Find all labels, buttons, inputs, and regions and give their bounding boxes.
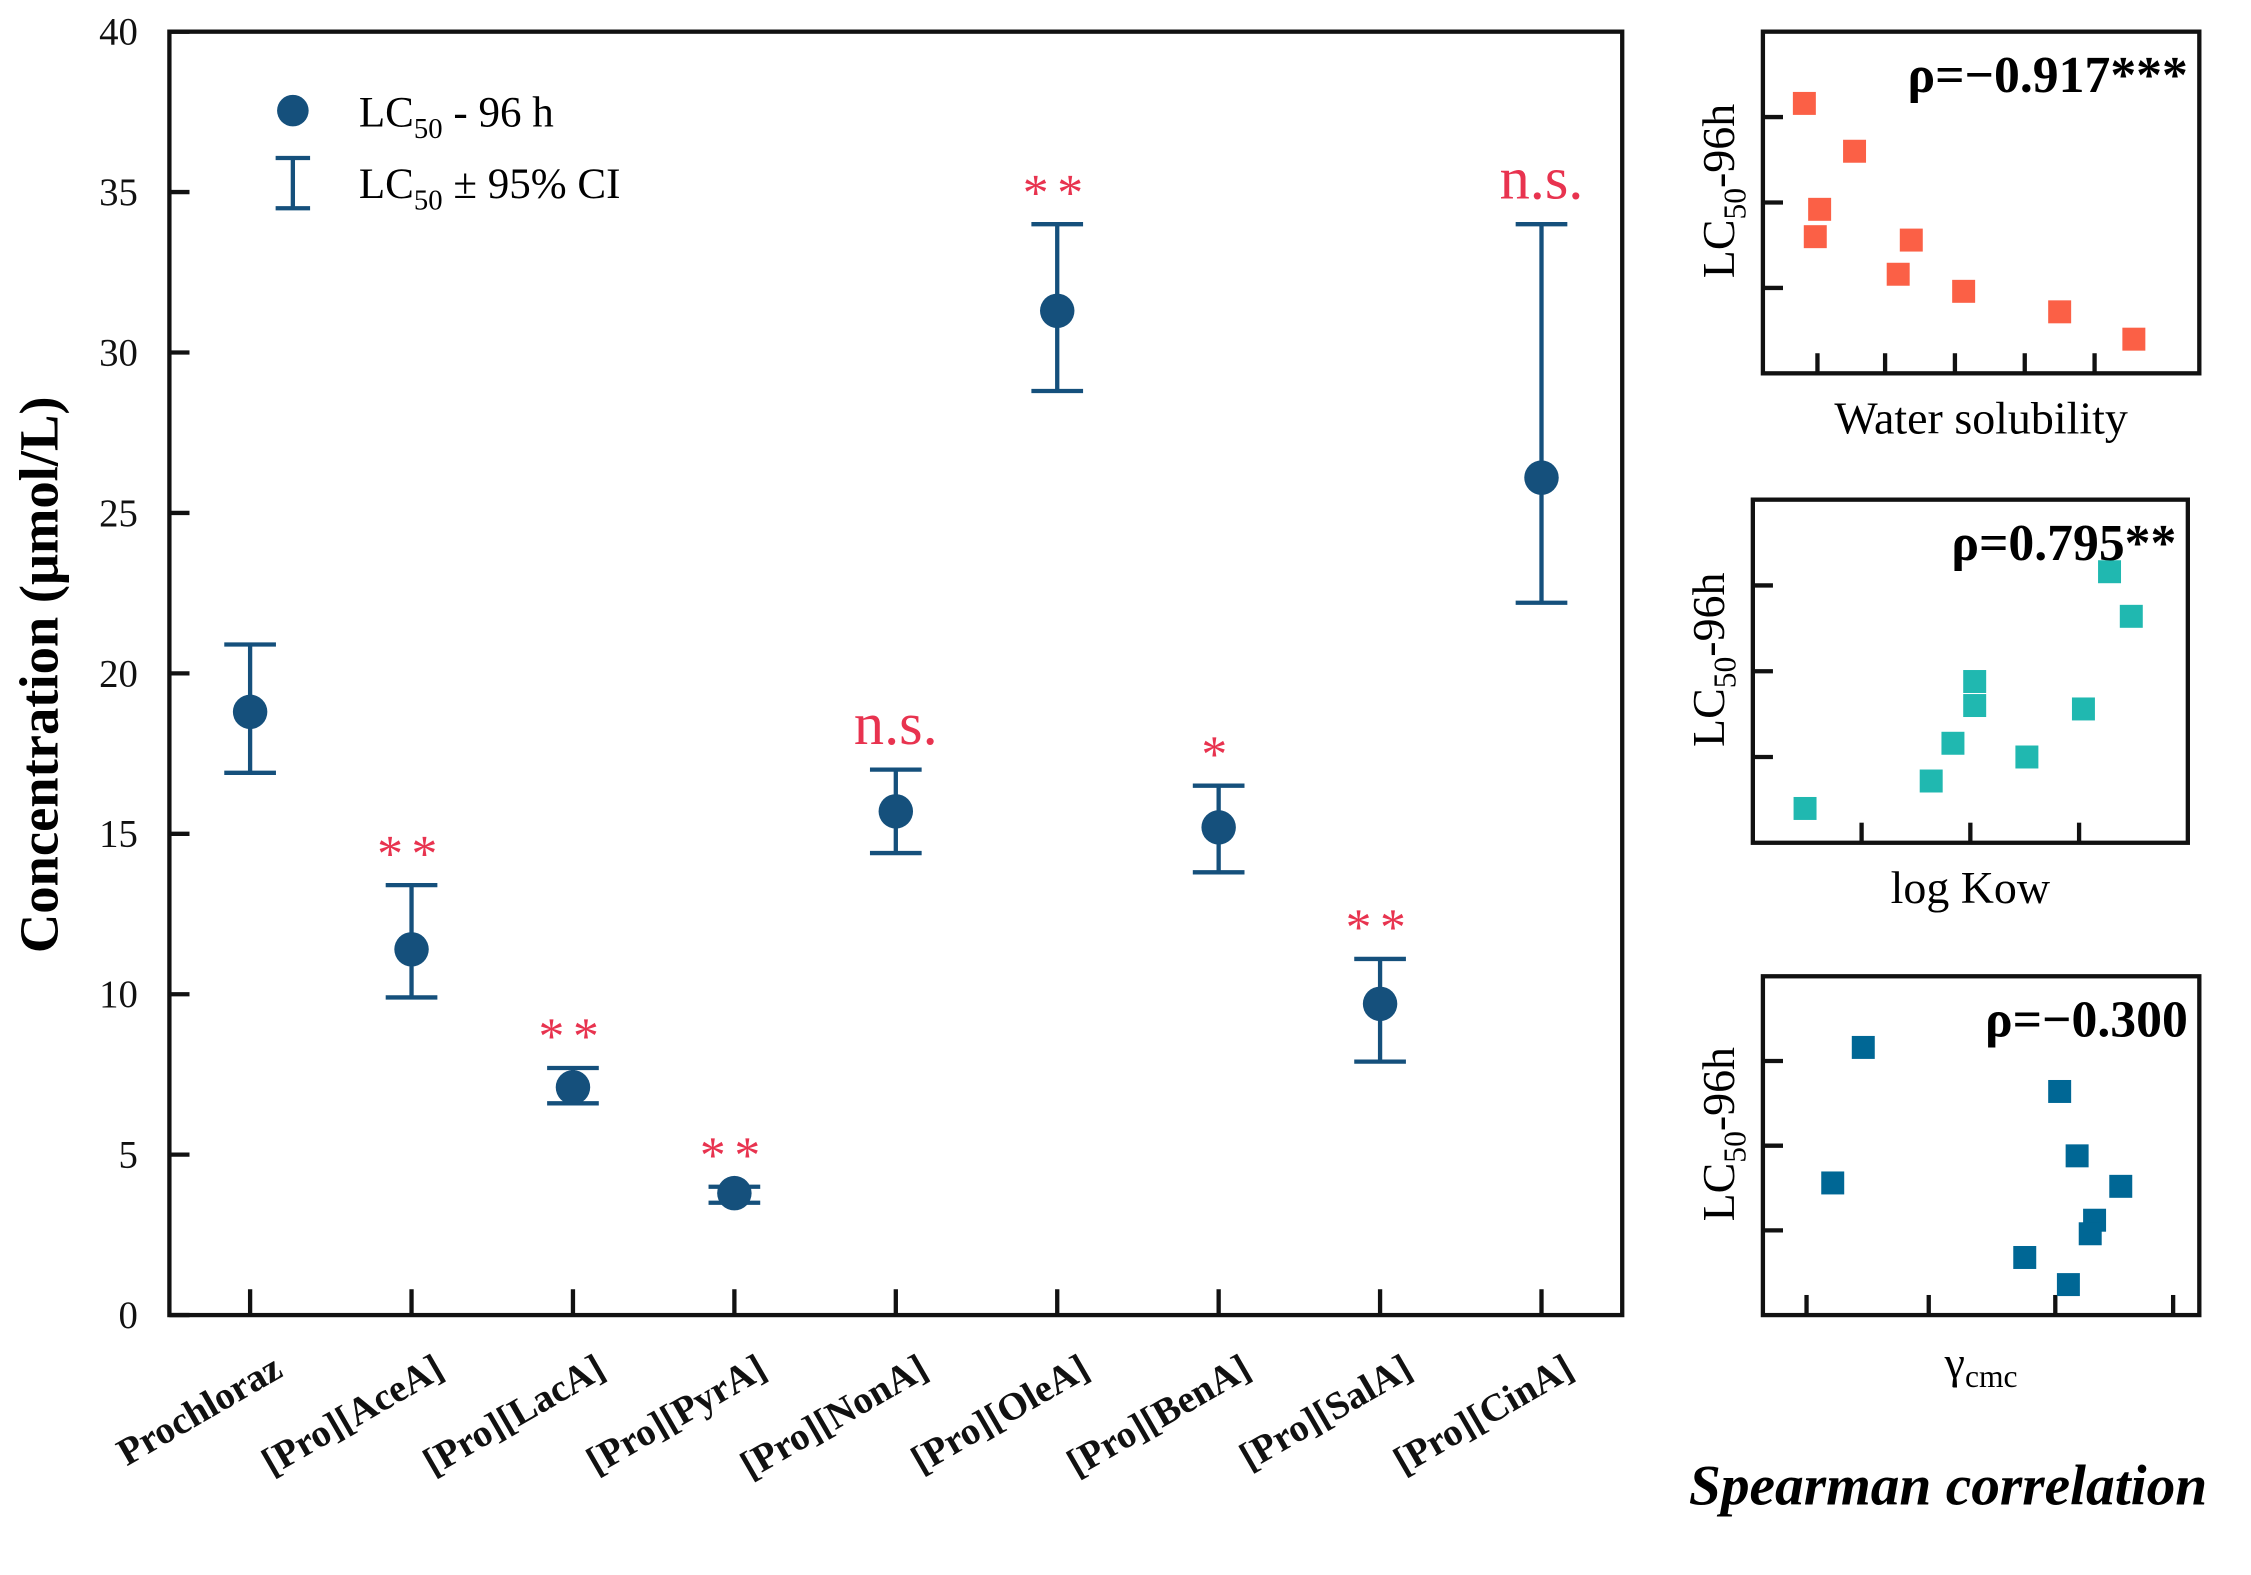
panel-point <box>2122 327 2146 351</box>
panel-y-label-sub: 50 <box>1718 188 1753 220</box>
correlation-panel: ρ=−0.300 LC50-96h γcmc <box>1693 974 2202 1394</box>
correlation-panel: ρ=0.795** LC50-96h log Kow <box>1683 497 2190 913</box>
significance-label: * <box>1201 726 1235 783</box>
significance-label: ** <box>377 826 446 883</box>
lc50-point <box>555 1070 591 1105</box>
panel-x-label: log Kow <box>1891 862 2050 913</box>
panel-x-label: γcmc <box>1944 1337 2018 1394</box>
lc50-point <box>1362 986 1398 1022</box>
y-tick-label: 30 <box>99 331 138 374</box>
panel-y-label-rest: -96h <box>1683 572 1734 656</box>
lc50-point <box>1201 810 1236 845</box>
panel-point <box>2098 560 2122 584</box>
panel-y-label: LC50-96h <box>1693 1047 1752 1221</box>
panel-point <box>2015 745 2039 769</box>
panel-point <box>2013 1245 2037 1269</box>
panel-point <box>1792 91 1816 115</box>
significance-label: ** <box>700 1127 769 1184</box>
panel-point <box>1803 225 1827 249</box>
panel-point <box>2109 1174 2133 1198</box>
lc50-point <box>878 794 914 829</box>
panel-point <box>2078 1222 2102 1246</box>
significance-label: ** <box>1346 900 1415 957</box>
y-tick-label: 10 <box>99 973 138 1016</box>
panel-point <box>1886 262 1910 286</box>
significance-label: n.s. <box>1500 145 1584 212</box>
panel-point <box>1919 769 1943 793</box>
panel-point <box>2071 697 2095 721</box>
legend-errorbar-marker <box>275 155 311 211</box>
lc50-point <box>232 694 268 730</box>
legend-dot-marker <box>277 94 309 127</box>
lc50-point <box>1524 460 1559 495</box>
significance-label: ** <box>1023 165 1092 222</box>
panel-rho: ρ=0.795** <box>1951 515 2176 572</box>
panel-point <box>1808 197 1832 221</box>
y-tick-label: 35 <box>99 171 138 214</box>
panel-point <box>1952 279 1976 303</box>
x-tick-label: [Pro][AceA] <box>254 1346 450 1484</box>
x-tick-label: [Pro][SalA] <box>1232 1346 1419 1479</box>
panel-y-label-sub: 50 <box>1708 657 1743 689</box>
y-tick-label: 40 <box>99 11 138 54</box>
panel-y-label-main: LC <box>1693 220 1744 279</box>
panel-point <box>1851 1035 1875 1059</box>
panel-x-label: Water solubility <box>1834 393 2128 444</box>
y-tick-label: 20 <box>99 652 138 695</box>
panel-y-label-main: LC <box>1683 688 1734 747</box>
spearman-caption: Spearman correlation <box>1689 1455 2207 1518</box>
y-tick-label: 15 <box>99 813 138 856</box>
error-bar <box>1515 222 1568 605</box>
lc50-point <box>1040 293 1075 329</box>
lc50-point <box>717 1175 752 1211</box>
panel-point <box>2048 300 2072 324</box>
panel-rho: ρ=−0.917*** <box>1908 47 2188 104</box>
correlation-panel: ρ=−0.917*** LC50-96h Water solubility <box>1693 29 2202 444</box>
y-tick-label: 5 <box>118 1134 137 1177</box>
lc50-point <box>394 932 429 967</box>
significance-label: ** <box>539 1009 608 1066</box>
panel-point <box>1793 796 1817 820</box>
panel-y-label-main: LC <box>1693 1163 1744 1222</box>
panel-y-label-sub: 50 <box>1718 1131 1753 1163</box>
panel-x-label-sub: cmc <box>1965 1359 2018 1394</box>
panel-y-label: LC50-96h <box>1683 572 1742 746</box>
y-tick-label: 25 <box>99 492 138 535</box>
significance-label: n.s. <box>854 691 938 758</box>
panel-point <box>1963 670 1987 693</box>
legend: LC50 - 96 h LC50 ± 95% CI <box>275 89 621 217</box>
panel-point <box>2065 1144 2089 1168</box>
panel-point <box>1843 139 1867 163</box>
legend-entry-ci: LC50 ± 95% CI <box>359 161 621 216</box>
y-axis-label: Concentration (μmol/L) <box>8 396 69 953</box>
x-tick-label: [Pro][BenA] <box>1060 1346 1258 1485</box>
panel-rho: ρ=−0.300 <box>1985 992 2188 1049</box>
x-tick-label: [Pro][CinA] <box>1386 1346 1580 1483</box>
panel-point <box>1899 228 1923 252</box>
panel-point <box>1821 1171 1845 1195</box>
panel-x-label-main: γ <box>1944 1337 1965 1388</box>
panel-point <box>2119 604 2143 628</box>
panel-y-label: LC50-96h <box>1693 104 1752 278</box>
x-tick-label: [Pro][LacA] <box>416 1346 612 1484</box>
panel-y-label-rest: -96h <box>1693 104 1744 188</box>
panel-y-label-rest: -96h <box>1693 1047 1744 1131</box>
panel-point <box>2056 1273 2080 1297</box>
panel-point <box>1963 694 1987 718</box>
main-plot-frame <box>167 29 1625 1318</box>
y-tick-label: 0 <box>118 1294 137 1337</box>
legend-entry-lc50: LC50 - 96 h <box>359 89 554 144</box>
panel-point <box>2048 1079 2072 1103</box>
panel-point <box>1941 731 1965 755</box>
